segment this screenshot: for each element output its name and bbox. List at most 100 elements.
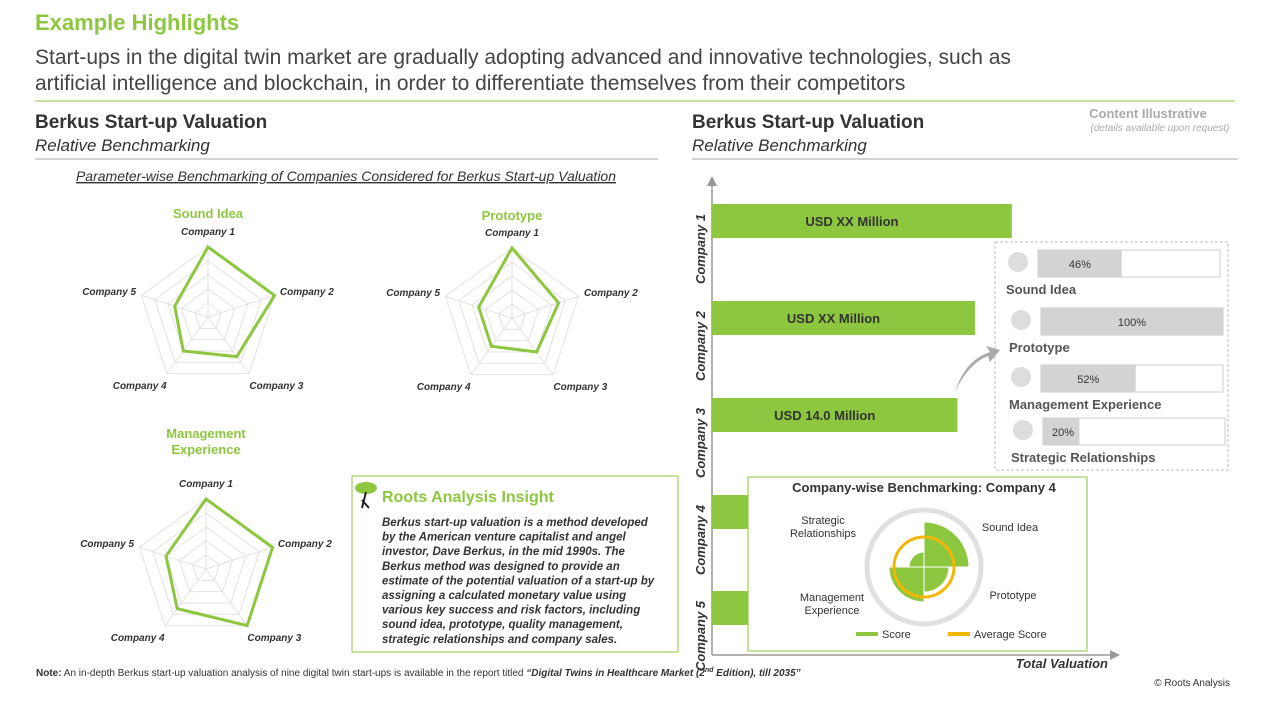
score-icon <box>1011 310 1031 330</box>
score-category: Prototype <box>1009 340 1070 355</box>
score-category: Management Experience <box>1009 397 1161 412</box>
polar-ring <box>864 507 984 627</box>
grid-ring <box>458 261 566 364</box>
spoke <box>511 295 579 319</box>
polar-label: Strategic <box>801 515 845 527</box>
axis-label: Company 5 <box>386 288 440 299</box>
radar-title: Experience <box>171 442 240 457</box>
legend-label: Average Score <box>974 629 1047 641</box>
polar-label: Sound Idea <box>982 522 1039 534</box>
grid-ring <box>180 288 236 341</box>
grid-ring <box>498 303 526 330</box>
axis-label: Company 1 <box>179 479 233 490</box>
radar-title: Management <box>166 426 246 441</box>
score-label: 46% <box>1069 259 1091 271</box>
polar-wedge <box>923 566 950 593</box>
insight-box <box>351 475 679 653</box>
polar-title: Company-wise Benchmarking: Company 4 <box>792 480 1056 495</box>
subtitle-line: artificial intelligence and blockchain, … <box>35 72 905 95</box>
note-text: An in-depth Berkus start-up valuation an… <box>62 668 527 679</box>
radar-title: Sound Idea <box>173 206 244 221</box>
section-title: Berkus Start-up Valuation <box>35 112 267 133</box>
axis-label: Company 3 <box>249 381 303 392</box>
grid-ring <box>484 289 540 342</box>
insight-line: Berkus start-up valuation is a method de… <box>382 517 649 529</box>
insight-line: investor, Dave Berkus, in the mid 1990s.… <box>382 546 625 558</box>
bar <box>712 398 958 432</box>
insight-line: Berkus method was designed to provide an <box>382 561 620 573</box>
polar-wedge <box>923 521 970 568</box>
score-bar <box>1041 365 1136 392</box>
polar-label: Management <box>800 592 864 604</box>
spoke <box>205 568 248 626</box>
axis-label: Company 5 <box>80 539 134 550</box>
radar-line <box>173 244 277 359</box>
legend-label: Score <box>882 629 911 641</box>
section-subtitle: Relative Benchmarking <box>692 136 867 155</box>
section-subtitle: Relative Benchmarking <box>35 136 210 155</box>
polar-label: Relationships <box>790 528 857 540</box>
legend-swatch <box>856 632 878 636</box>
caption: Parameter-wise Benchmarking of Companies… <box>76 168 616 184</box>
score-icon <box>1011 367 1031 387</box>
score-label: 100% <box>1118 317 1146 329</box>
grid-ring <box>444 247 580 376</box>
page-title: Example Highlights <box>35 10 239 35</box>
y-tick-label: Company 1 <box>693 214 708 284</box>
report-title: nd <box>705 667 714 674</box>
spoke <box>207 316 250 374</box>
polar-wedge <box>908 551 925 568</box>
report-title: Edition), till 2035” <box>713 668 800 679</box>
polar-label: Experience <box>804 605 859 617</box>
axis-arrow <box>707 176 717 186</box>
y-tick-label: Company 4 <box>693 504 708 575</box>
insight-line: various key success and risk factors, in… <box>382 605 640 617</box>
score-bar <box>1038 250 1122 277</box>
spoke <box>207 294 275 318</box>
radar-line <box>164 496 275 628</box>
bar-label: USD XX Million <box>787 311 880 326</box>
insight-line: assigning a calculated monetary value us… <box>382 590 626 602</box>
score-label: 20% <box>1052 427 1074 439</box>
axis-label: Company 1 <box>181 227 235 238</box>
grid-ring <box>154 260 262 363</box>
axis-label: Company 4 <box>111 633 165 644</box>
insight-line: by the American venture capitalist and a… <box>382 532 627 544</box>
axis-label: Company 3 <box>553 382 607 393</box>
insight-line: sound idea, prototype, quality managemen… <box>382 619 623 631</box>
section-title: Berkus Start-up Valuation <box>692 112 924 133</box>
illustrative-detail: (details available upon request) <box>1091 123 1230 134</box>
axis-label: Company 1 <box>485 228 539 239</box>
axis-label: Company 4 <box>417 382 471 393</box>
y-tick-label: Company 5 <box>693 600 708 671</box>
score-category: Strategic Relationships <box>1011 450 1155 465</box>
axis-label: Company 2 <box>584 288 638 299</box>
radar-line <box>477 245 561 354</box>
insight-line: estimate of the potential valuation of a… <box>382 575 655 587</box>
spoke <box>511 317 554 375</box>
score-icon <box>1008 252 1028 272</box>
spoke <box>166 316 209 374</box>
report-title: “Digital Twins in Healthcare Market (2 <box>526 668 705 679</box>
score-category: Sound Idea <box>1006 282 1077 297</box>
radar-title: Prototype <box>482 208 543 223</box>
footnote: Note: An in-depth Berkus start-up valuat… <box>36 667 801 679</box>
copyright: © Roots Analysis <box>1154 678 1230 689</box>
bar <box>712 204 1012 238</box>
grid-ring <box>194 302 222 329</box>
grid-ring <box>471 275 553 353</box>
grid-ring <box>192 554 220 581</box>
score-icon <box>1013 420 1033 440</box>
average-circle <box>892 535 956 599</box>
subtitle-line: Start-ups in the digital twin market are… <box>35 46 1011 69</box>
callout-arrow <box>955 346 1000 392</box>
x-axis-label: Total Valuation <box>1016 656 1108 671</box>
axis-label: Company 5 <box>82 287 136 298</box>
axis-label: Company 2 <box>278 539 332 550</box>
axis-label: Company 4 <box>113 381 167 392</box>
y-tick-label: Company 3 <box>693 407 708 478</box>
axis-label: Company 2 <box>280 287 334 298</box>
spoke <box>139 546 207 570</box>
grid-ring <box>178 540 234 593</box>
